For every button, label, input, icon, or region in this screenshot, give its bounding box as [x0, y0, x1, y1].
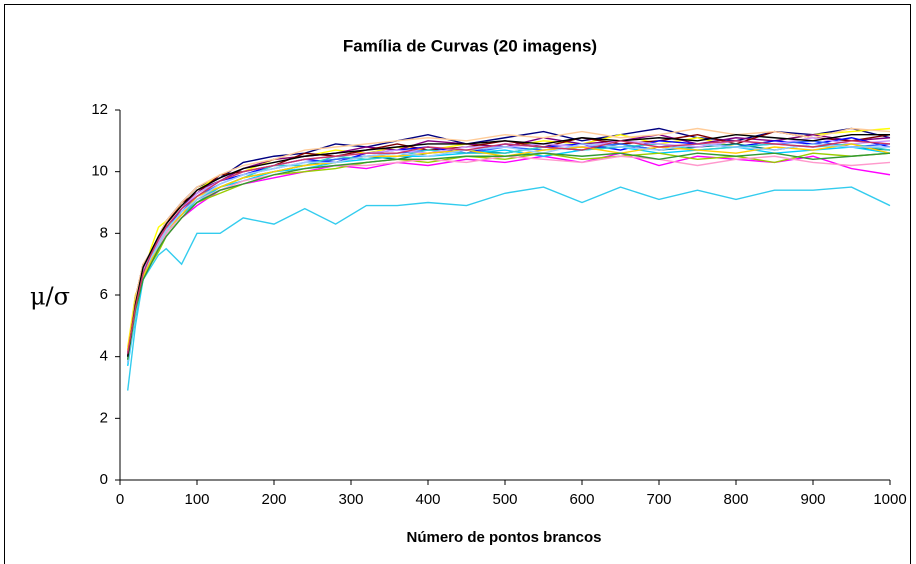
x-tick-label: 1000: [873, 491, 906, 508]
series-line: [127, 143, 890, 363]
y-tick-label: 12: [91, 101, 108, 118]
x-tick-label: 900: [800, 491, 825, 508]
chart-border: [4, 4, 911, 564]
series-line: [127, 137, 891, 354]
y-tick-label: 2: [100, 409, 108, 426]
series-line: [127, 152, 891, 360]
series-line: [127, 155, 891, 357]
x-tick-label: 100: [184, 491, 209, 508]
series-line: [127, 127, 891, 351]
y-tick-label: 10: [91, 163, 108, 180]
y-tick-label: 6: [100, 286, 108, 303]
x-tick-label: 500: [492, 491, 517, 508]
x-tick-label: 400: [415, 491, 440, 508]
x-tick-label: 700: [646, 491, 671, 508]
y-tick-label: 8: [100, 224, 108, 241]
series-line: [127, 133, 890, 357]
x-tick-label: 0: [116, 491, 124, 508]
series-line: [127, 140, 891, 354]
y-axis-label: μ/σ: [30, 283, 70, 311]
x-tick-label: 200: [261, 491, 286, 508]
x-tick-label: 800: [723, 491, 748, 508]
series-line: [127, 186, 891, 391]
y-tick-label: 4: [100, 348, 108, 365]
x-tick-label: 300: [338, 491, 363, 508]
x-tick-label: 600: [569, 491, 594, 508]
chart-title: Família de Curvas (20 imagens): [343, 36, 597, 55]
x-axis-label: Número de pontos brancos: [406, 529, 601, 546]
y-tick-label: 0: [100, 471, 108, 488]
